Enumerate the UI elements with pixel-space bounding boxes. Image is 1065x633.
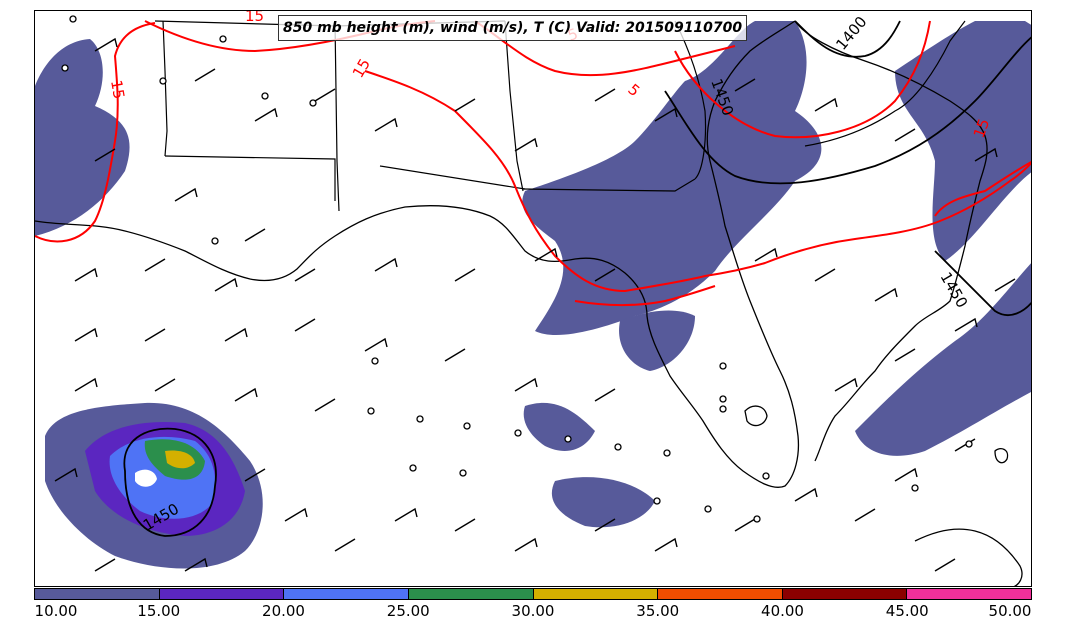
height-label-1450-atl: 1450 xyxy=(937,269,972,311)
colorbar-segment xyxy=(408,589,534,599)
height-contour-1400 xyxy=(794,20,901,58)
calm-circles xyxy=(61,15,973,523)
temp-contour-15-east xyxy=(934,160,1031,217)
colorbar xyxy=(34,588,1032,600)
ga-fl-border xyxy=(522,178,696,192)
ms-al-border xyxy=(334,20,340,212)
colorbar-tick-label: 15.00 xyxy=(137,602,181,620)
colorbar-segment xyxy=(284,589,409,599)
temp-label-15-north: 15 xyxy=(349,55,374,81)
colorbar-ticks: 10.00 15.00 20.00 25.00 30.00 35.00 40.00 45.00… xyxy=(34,602,1032,624)
state-borders xyxy=(154,20,966,212)
colorbar-tick-label: 25.00 xyxy=(386,602,430,620)
colorbar-segment xyxy=(533,589,659,599)
temp-contour-15-se xyxy=(574,285,716,307)
colorbar-tick-label: 10.00 xyxy=(34,602,78,620)
height-contour-1450-east xyxy=(664,36,1031,185)
colorbar-tick-label: 40.00 xyxy=(761,602,804,620)
colorbar-segment xyxy=(907,589,1031,599)
colorbar-segment xyxy=(782,589,908,599)
height-contour-1450-storm xyxy=(123,427,217,537)
shade-core-eye xyxy=(135,469,157,487)
shade-carolinas xyxy=(895,21,1031,261)
colorbar-tick-label: 30.00 xyxy=(511,602,555,620)
weather-map: 1400 1450 1450 1450 15 15 15 5 5 15 xyxy=(35,11,1031,586)
hurricane-core xyxy=(85,421,245,536)
colorbar-tick-label: 50.00 xyxy=(988,602,1032,620)
colorbar-segment xyxy=(159,589,285,599)
shade-gulf-south xyxy=(523,402,595,451)
ga-sc-border xyxy=(674,20,707,180)
temp-label-15-west: 15 xyxy=(107,79,128,101)
colorbar-tick-label: 45.00 xyxy=(885,602,929,620)
lake-okeechobee xyxy=(744,405,768,427)
atlantic-coast xyxy=(794,20,988,462)
al-ga-border xyxy=(504,20,524,192)
nc-sc-border xyxy=(804,20,966,147)
shade-southeast xyxy=(522,21,822,336)
height-label-1400: 1400 xyxy=(832,13,870,54)
temp-contour-5-east xyxy=(674,20,931,139)
temp-label-5-east: 5 xyxy=(624,80,643,100)
height-contour-1450-atlantic xyxy=(934,250,1031,316)
la-ms-border xyxy=(164,155,336,201)
shade-florida-west xyxy=(619,310,695,371)
temp-label-15-east: 15 xyxy=(970,116,993,140)
shade-atlantic xyxy=(855,263,1031,456)
colorbar-tick-label: 20.00 xyxy=(262,602,305,620)
bahamas xyxy=(994,448,1009,464)
temperature-contours xyxy=(35,20,1031,307)
shade-gulf-south-2 xyxy=(551,477,655,528)
coastlines xyxy=(35,20,1023,586)
temp-contour-5 xyxy=(474,20,736,77)
map-panel: 1400 1450 1450 1450 15 15 15 5 5 15 xyxy=(34,10,1032,587)
shade-core-30 xyxy=(165,450,195,469)
temp-contour-15-central xyxy=(364,70,1031,293)
height-contours xyxy=(123,20,1031,537)
temp-contour-15-west xyxy=(35,22,156,243)
cuba-coast xyxy=(914,528,1023,586)
map-title: 850 mb height (m), wind (m/s), T (C) Val… xyxy=(278,15,748,41)
temp-label-15-north-2: 15 xyxy=(245,11,264,25)
tx-la-border xyxy=(162,20,168,157)
colorbar-segment xyxy=(35,589,160,599)
gulf-coast xyxy=(35,20,800,488)
wind-barbs xyxy=(54,37,1016,572)
colorbar-segment xyxy=(658,589,783,599)
al-fl-border xyxy=(379,165,526,190)
colorbar-tick-label: 35.00 xyxy=(636,602,680,620)
